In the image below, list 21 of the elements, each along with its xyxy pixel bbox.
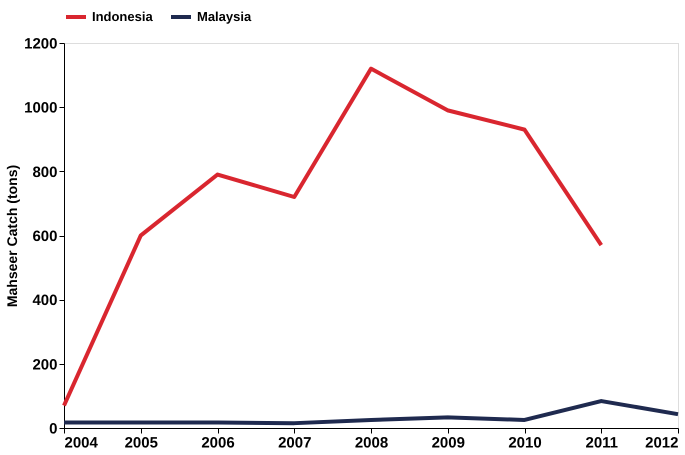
y-tick-label: 1000 <box>24 100 58 117</box>
y-tick-label: 400 <box>32 292 58 310</box>
y-tick-label: 600 <box>32 228 58 245</box>
x-tick-label: 2006 <box>201 434 235 452</box>
x-tick-label: 2005 <box>124 434 158 452</box>
y-axis-title: Mahseer Catch (tons) <box>4 164 20 308</box>
x-tick-label: 2008 <box>354 434 388 452</box>
x-tick-label: 2009 <box>432 434 465 452</box>
y-tick-label: 800 <box>32 164 58 181</box>
y-tick-label: 0 <box>49 420 58 438</box>
x-tick-label: 2007 <box>278 434 312 452</box>
legend-label: Malaysia <box>197 9 252 24</box>
line-series <box>62 399 680 426</box>
x-tick-label: 2010 <box>508 434 542 452</box>
y-tick-label: 200 <box>32 356 58 374</box>
x-tick-label: 2011 <box>585 434 618 452</box>
x-tick-label: 2004 <box>64 434 99 452</box>
x-tick-label: 2012 <box>645 434 678 452</box>
y-tick-label: 1200 <box>24 36 58 52</box>
legend-label: Indonesia <box>92 9 154 24</box>
line-series <box>62 66 604 408</box>
